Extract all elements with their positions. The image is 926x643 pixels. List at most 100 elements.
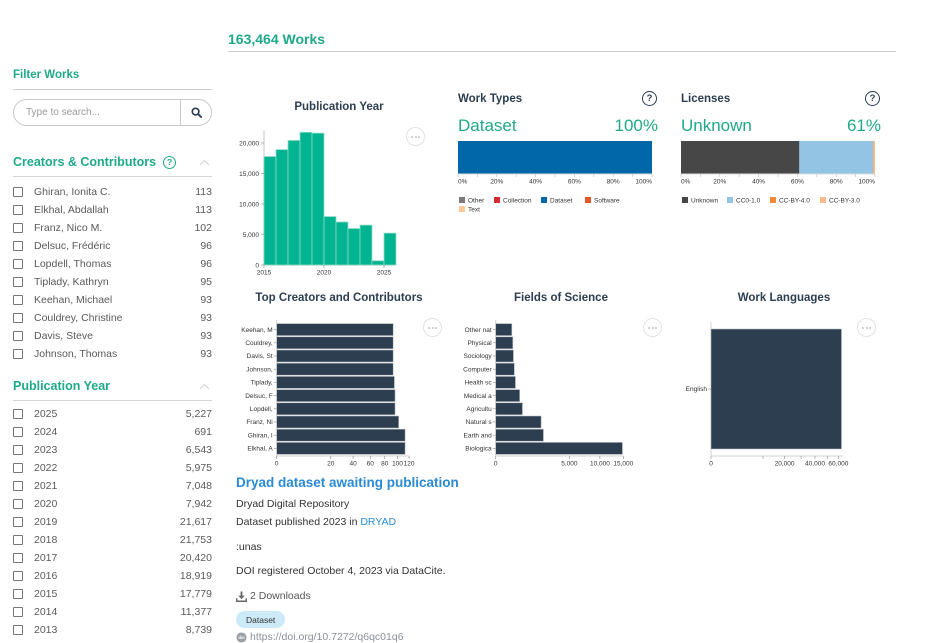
search-input[interactable] — [14, 100, 180, 125]
checkbox[interactable] — [13, 481, 23, 491]
bar-Delsuc, F[interactable] — [277, 390, 395, 402]
search-button[interactable] — [180, 100, 211, 125]
checkbox[interactable] — [13, 589, 23, 599]
checkbox[interactable] — [13, 445, 23, 455]
chevron-up-icon[interactable] — [199, 159, 210, 166]
publication-year-facet-header[interactable]: Publication Year — [13, 379, 212, 393]
segment-Dataset[interactable] — [458, 141, 652, 174]
bar-Ghiran, I[interactable] — [277, 429, 405, 441]
bar-2019[interactable] — [312, 133, 324, 265]
bar-2016[interactable] — [276, 150, 288, 265]
bar-Natural s[interactable] — [496, 416, 541, 428]
segment-CC0-1.0[interactable] — [799, 141, 873, 174]
bar-Tiplady,[interactable] — [277, 376, 395, 388]
bar-2017[interactable] — [288, 140, 300, 265]
checkbox[interactable] — [13, 427, 23, 437]
checkbox[interactable] — [13, 241, 23, 251]
chevron-up-icon[interactable] — [199, 383, 210, 390]
work-languages-chart-menu-button[interactable] — [857, 318, 876, 337]
bar-Earth and[interactable] — [496, 429, 544, 441]
y-tick-label: 10,000 — [239, 201, 259, 208]
checkbox[interactable] — [13, 553, 23, 563]
segment-Unknown[interactable] — [681, 141, 799, 174]
bar-Lopdell,[interactable] — [277, 403, 395, 415]
bar-Agricultu[interactable] — [496, 403, 523, 415]
publication-year-chart-menu-button[interactable] — [406, 127, 425, 146]
bar-2015[interactable] — [264, 157, 276, 265]
checkbox[interactable] — [13, 571, 23, 581]
doi-link[interactable]: https://doi.org/10.7272/q6qc01q6 — [250, 631, 404, 643]
bar-Computer[interactable] — [496, 363, 515, 375]
checkbox[interactable] — [13, 349, 23, 359]
top-creators-chart-menu-button[interactable] — [423, 318, 442, 337]
checkbox[interactable] — [13, 277, 23, 287]
bar-2023[interactable] — [360, 225, 372, 265]
bar-2024[interactable] — [372, 261, 384, 265]
bar-Health sc[interactable] — [496, 376, 516, 388]
checkbox[interactable] — [13, 607, 23, 617]
bar-2018[interactable] — [300, 132, 312, 265]
bar-2022[interactable] — [348, 229, 360, 265]
licenses-help-icon[interactable]: ? — [865, 91, 880, 106]
bar-Keehan, M[interactable] — [277, 324, 393, 336]
work-types-help-icon[interactable]: ? — [642, 91, 657, 106]
bar-2021[interactable] — [336, 222, 348, 265]
checkbox[interactable] — [13, 499, 23, 509]
bar-Medical a[interactable] — [496, 390, 520, 402]
bar-Davis, St[interactable] — [277, 350, 393, 362]
bar-Other nat[interactable] — [496, 324, 512, 336]
bar-Biologica[interactable] — [496, 442, 623, 454]
bar-Couldrey,[interactable] — [277, 337, 393, 349]
creators-facet-header[interactable]: Creators & Contributors ? — [13, 155, 212, 169]
facet-item[interactable]: Ghiran, Ionita C.113 — [13, 183, 212, 201]
checkbox[interactable] — [13, 625, 23, 635]
fields-of-science-chart-menu-button[interactable] — [643, 318, 662, 337]
checkbox[interactable] — [13, 187, 23, 197]
bar-English[interactable] — [711, 329, 842, 449]
checkbox[interactable] — [13, 223, 23, 233]
checkbox[interactable] — [13, 535, 23, 545]
checkbox[interactable] — [13, 331, 23, 341]
question-circle-icon[interactable]: ? — [163, 156, 176, 169]
checkbox[interactable] — [13, 313, 23, 323]
checkbox[interactable] — [13, 295, 23, 305]
checkbox[interactable] — [13, 205, 23, 215]
bar-2025[interactable] — [384, 233, 396, 265]
checkbox[interactable] — [13, 409, 23, 419]
y-tick-label: 0 — [255, 262, 259, 269]
bar-2020[interactable] — [324, 217, 336, 265]
bar-Sociology[interactable] — [496, 350, 514, 362]
work-title-link[interactable]: Dryad dataset awaiting publication — [236, 475, 459, 490]
bar-Physical[interactable] — [496, 337, 513, 349]
checkbox[interactable] — [13, 463, 23, 473]
facet-item[interactable]: Franz, Nico M.102 — [13, 219, 212, 237]
segment-CC-BY-3.0[interactable] — [873, 141, 875, 174]
checkbox[interactable] — [13, 259, 23, 269]
repository-link[interactable]: DRYAD — [360, 516, 396, 528]
bar-Franz, Ni[interactable] — [277, 416, 399, 428]
checkbox[interactable] — [13, 517, 23, 527]
bar-Johnson,[interactable] — [277, 363, 393, 375]
bar-Elkhal, A[interactable] — [277, 442, 405, 454]
